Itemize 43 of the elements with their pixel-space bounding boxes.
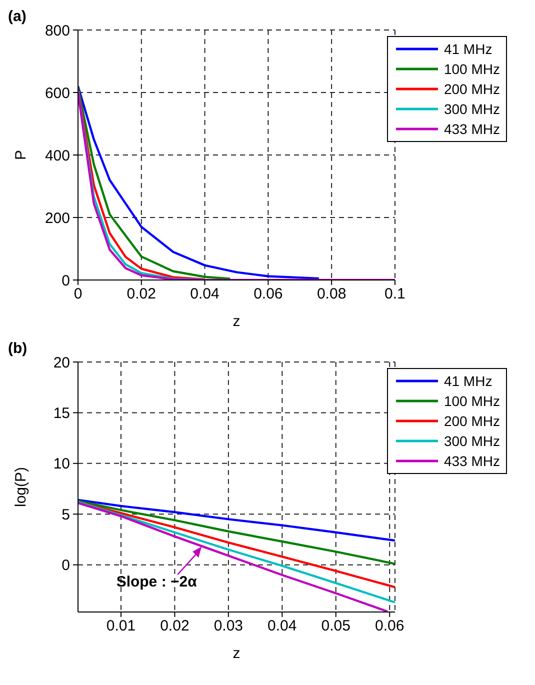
x-tick-label: 0.04: [190, 286, 220, 303]
x-axis-title: z: [232, 645, 240, 662]
x-tick-label: 0.04: [268, 618, 297, 635]
y-axis-title: log(P): [12, 466, 30, 508]
y-tick-label: 15: [53, 405, 70, 422]
y-tick-label: 10: [53, 456, 70, 473]
x-tick-label: 0.02: [126, 286, 156, 303]
x-tick-label: 0.01: [106, 618, 136, 635]
y-tick-label: 20: [53, 354, 70, 372]
legend-label: 433 MHz: [444, 121, 500, 137]
y-tick-label: 400: [44, 147, 70, 164]
x-tick-label: 0: [74, 286, 82, 303]
legend-label: 100 MHz: [444, 61, 500, 77]
y-tick-label: 0: [62, 557, 70, 574]
annotation: Slope : −2α: [116, 574, 198, 591]
x-tick-label: 0.06: [254, 286, 283, 303]
x-tick-label: 0.1: [384, 286, 406, 303]
y-tick-label: 600: [44, 84, 70, 102]
x-axis-title: z: [232, 313, 240, 330]
legend-label: 433 MHz: [444, 453, 500, 469]
chart-title: (b): [8, 340, 28, 357]
line-series: [78, 498, 395, 542]
legend-label: 300 MHz: [444, 433, 500, 449]
x-tick-label: 0.06: [374, 618, 404, 635]
x-tick-label: 0.05: [321, 618, 350, 635]
line-series: [78, 85, 320, 280]
line-series: [78, 500, 395, 565]
legend-label: 300 MHz: [444, 101, 500, 117]
chart-title: (a): [8, 8, 26, 25]
line-series: [78, 86, 232, 280]
x-tick-label: 0.02: [160, 618, 190, 635]
y-tick-label: 0: [62, 272, 70, 290]
legend-label: 200 MHz: [444, 413, 500, 429]
legend-label: 200 MHz: [444, 81, 500, 97]
legend-label: 41 MHz: [444, 41, 492, 57]
legend-label: 100 MHz: [444, 393, 500, 409]
y-tick-label: 800: [44, 22, 70, 40]
x-tick-label: 0.03: [214, 618, 244, 635]
y-tick-label: 5: [62, 506, 70, 524]
x-tick-label: 0.08: [316, 286, 346, 303]
legend-label: 41 MHz: [444, 373, 492, 389]
y-tick-label: 200: [44, 210, 70, 227]
y-axis-title: P: [12, 150, 30, 160]
